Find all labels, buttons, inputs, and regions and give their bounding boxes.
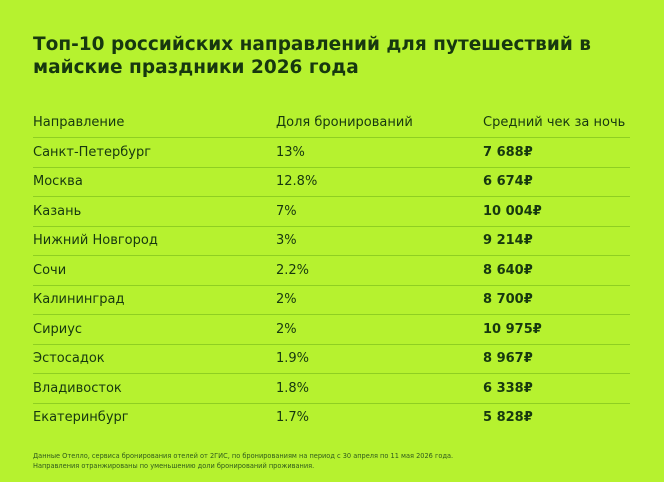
table-row: Казань 7% 10 004₽ (33, 196, 630, 227)
table-cell: 3% (276, 226, 483, 256)
table-cell: 2% (276, 314, 483, 345)
table-cell: Калининград (33, 285, 276, 315)
table-cell: 1.9% (276, 344, 483, 374)
table-cell: 2% (276, 285, 483, 315)
table-cell: 7 688₽ (483, 137, 630, 168)
table-row: Нижний Новгород 3% 9 214₽ (33, 226, 630, 256)
column-header: Направление (33, 108, 276, 138)
table-cell: 8 967₽ (483, 344, 630, 374)
table-cell: 10 004₽ (483, 196, 630, 227)
table-cell: 13% (276, 137, 483, 168)
table-row: Екатеринбург 1.7% 5 828₽ (33, 403, 630, 432)
header-row: Направление Доля бронирований Средний чек … (33, 108, 630, 138)
table-cell: Сириус (33, 314, 276, 345)
table-row: Эстосадок 1.9% 8 967₽ (33, 344, 630, 374)
footnote: Данные Отелло, сервиса бронирования отел… (33, 451, 453, 471)
table-cell: 7% (276, 196, 483, 227)
table-cell: Владивосток (33, 373, 276, 404)
table-cell: Казань (33, 196, 276, 227)
footnote-line: Данные Отелло, сервиса бронирования отел… (33, 452, 454, 460)
table-row: Калининград 2% 8 700₽ (33, 285, 630, 315)
table-cell: 1.8% (276, 373, 483, 404)
table-body: Санкт-Петербург 13% 7 688₽ Москва 12.8% 6 674… (33, 137, 630, 433)
table-cell: 6 338₽ (483, 373, 630, 404)
table-row: Санкт-Петербург 13% 7 688₽ (33, 137, 630, 168)
title: Топ-10 российских направлений для путеше… (33, 34, 591, 78)
column-header: Средний чек за ночь (483, 108, 630, 138)
table-cell: Санкт-Петербург (33, 137, 276, 168)
table-cell: 8 640₽ (483, 255, 630, 286)
table-cell: 9 214₽ (483, 226, 630, 256)
table-cell: 6 674₽ (483, 167, 630, 197)
table-cell: Москва (33, 167, 276, 197)
column-header: Доля бронирований (276, 108, 483, 138)
table-row: Сириус 2% 10 975₽ (33, 314, 630, 345)
table-cell: 2.2% (276, 255, 483, 286)
table: Направление Доля бронирований Средний чек … (33, 108, 630, 432)
table-row: Сочи 2.2% 8 640₽ (33, 255, 630, 286)
table-cell: Екатеринбург (33, 410, 129, 426)
table-row: Владивосток 1.8% 6 338₽ (33, 373, 630, 404)
table-cell: 1.7% (276, 410, 310, 426)
footnote-line: Направления отранжированы по уменьшению … (33, 462, 315, 470)
table-cell: 8 700₽ (483, 285, 630, 315)
table-row: Москва 12.8% 6 674₽ (33, 167, 630, 197)
table-cell: Нижний Новгород (33, 226, 276, 256)
table-cell: 5 828₽ (483, 410, 533, 426)
table-cell: Сочи (33, 255, 276, 286)
table-cell: Эстосадок (33, 344, 276, 374)
table-cell: 12.8% (276, 167, 483, 197)
table-cell: 10 975₽ (483, 314, 630, 345)
